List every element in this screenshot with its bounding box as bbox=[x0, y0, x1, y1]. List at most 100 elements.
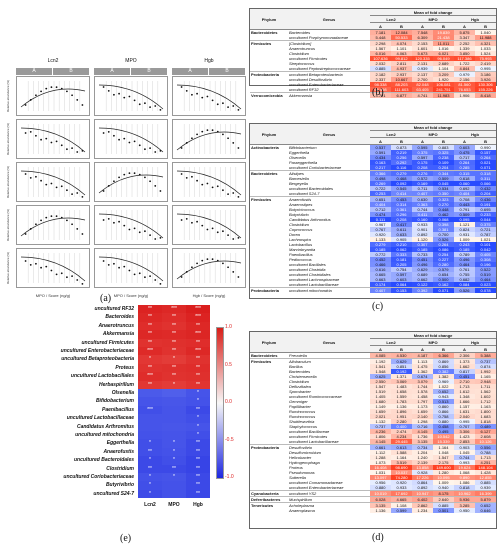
value-cell: 0.068 bbox=[433, 217, 454, 222]
value-cell: 0.071 bbox=[475, 165, 497, 171]
genus-cell: uncultured Desulfovibrio bbox=[289, 77, 332, 82]
genus-cell: Olsenella bbox=[289, 155, 306, 160]
heatmap-cell: ** bbox=[186, 464, 210, 473]
value-cell: 1.009 bbox=[454, 237, 475, 242]
value-cell: 0.662 bbox=[412, 277, 433, 282]
table-row: Butyricicoccus 0.712 0.361 0.744 0.448 0.791 0… bbox=[250, 207, 497, 212]
value-cell: 2.021 bbox=[370, 414, 391, 419]
value-cell: 4.321 bbox=[475, 40, 497, 46]
value-cell: 2.306 bbox=[454, 352, 475, 359]
value-cell: 1.149 bbox=[370, 404, 391, 409]
genus-cell: Ruminococcus bbox=[289, 414, 316, 419]
heatmap-cell: * bbox=[138, 355, 162, 364]
value-cell: 0.534 bbox=[433, 186, 454, 191]
data-point bbox=[133, 172, 136, 175]
value-cell: 1.234 bbox=[412, 508, 433, 513]
value-cell: 0.943 bbox=[433, 394, 454, 399]
heatmap-row-label: Herbaspirillum bbox=[98, 381, 134, 388]
value-cell: 0.405 bbox=[475, 252, 497, 257]
heatmap-cell: * bbox=[162, 456, 186, 465]
value-cell: 0.599 bbox=[391, 508, 412, 513]
data-point bbox=[60, 216, 63, 219]
value-cell: 0.318 bbox=[475, 170, 497, 176]
value-cell: 1.164 bbox=[391, 455, 412, 460]
value-cell: 0.613 bbox=[391, 444, 412, 450]
heatmap-cell: ** bbox=[138, 447, 162, 457]
data-point bbox=[191, 137, 193, 140]
value-cell: 0.466 bbox=[370, 262, 391, 267]
data-point bbox=[123, 265, 126, 268]
data-point bbox=[29, 99, 32, 101]
value-cell: 0.537 bbox=[370, 144, 391, 150]
value-cell: 10.095 bbox=[433, 475, 454, 480]
label-d: (d) bbox=[372, 532, 384, 543]
grid-column-header: Hgb bbox=[204, 58, 214, 64]
value-cell: 0.708 bbox=[454, 196, 475, 202]
data-point bbox=[66, 148, 68, 151]
table-row: Bacteroidetes Bacteroides 7.181 12.084 7.548… bbox=[250, 29, 497, 35]
data-point bbox=[232, 271, 235, 273]
data-point bbox=[196, 133, 198, 136]
group-header-row: Lcn2 MPO Hgb bbox=[250, 338, 497, 346]
data-point bbox=[144, 148, 146, 151]
value-cell: 0.880 bbox=[370, 485, 391, 491]
fit-curve bbox=[176, 213, 242, 239]
heatmap-cell: * bbox=[162, 439, 186, 448]
value-cell: 0.625 bbox=[370, 374, 391, 379]
value-cell: 1.405 bbox=[370, 394, 391, 399]
data-point bbox=[216, 103, 219, 106]
data-point bbox=[55, 86, 58, 89]
genus-header: Genus bbox=[288, 124, 370, 145]
value-cell: 0.652 bbox=[475, 502, 497, 508]
table-row: Bacteroidetes Alistipes 0.366 0.279 0.276 0.3… bbox=[250, 170, 497, 176]
data-point bbox=[138, 173, 141, 176]
subgroup-header: A bbox=[454, 137, 475, 145]
table-row: Anaeroplasma 1.136 0.599 1.234 0.501 0.950 0.6… bbox=[250, 508, 497, 513]
genus-cell: uncultured Bacillales bbox=[289, 262, 326, 267]
data-point bbox=[76, 192, 79, 194]
heatmap-cell: ** bbox=[162, 372, 186, 381]
value-cell: 2.862 bbox=[412, 502, 433, 508]
table-row: uncultured Lachnospiraceae 0.663 0.603 0.66… bbox=[250, 277, 497, 282]
value-cell: 1.048 bbox=[433, 450, 454, 455]
genus-cell: uncultured Coriobacteriaceae bbox=[289, 165, 342, 170]
value-cell: 1.104 bbox=[433, 66, 454, 72]
grid-column-header: Lcn2 bbox=[47, 58, 59, 64]
value-cell: 0.788 bbox=[475, 450, 497, 455]
genus-cell: Papillibacter bbox=[289, 404, 311, 409]
data-point bbox=[211, 227, 214, 230]
value-cell: 4.187 bbox=[412, 352, 433, 359]
genus-cell: Barnesiella bbox=[289, 176, 309, 181]
subgroup-header: B bbox=[391, 137, 412, 145]
data-point bbox=[227, 106, 229, 108]
heatmap-cell: ** bbox=[186, 481, 210, 490]
value-cell: 2.853 bbox=[454, 439, 475, 445]
data-point bbox=[206, 258, 209, 261]
value-cell: 0.414 bbox=[391, 191, 412, 197]
heatmap-cell: ** bbox=[138, 464, 162, 473]
value-cell: 0.296 bbox=[391, 212, 412, 217]
value-cell: 1.588 bbox=[391, 450, 412, 455]
value-cell: 0.629 bbox=[412, 267, 433, 272]
value-cell: 2.175 bbox=[433, 460, 454, 465]
genus-cell: uncultured Ruminococcaceae bbox=[289, 394, 342, 399]
genus-header: Genus bbox=[288, 9, 370, 30]
genus-cell: Anaeroplasma bbox=[289, 508, 315, 513]
fold-change-table: Phylum Genus Mean of fold change Lcn2 MPO Hgb… bbox=[250, 9, 497, 98]
table-row: Ruminococcus 2.021 1.951 2.140 0.758 2.040 1.6… bbox=[250, 414, 497, 419]
data-point bbox=[50, 86, 53, 89]
heatmap-cell: * bbox=[138, 489, 162, 499]
value-cell: 0.860 bbox=[433, 404, 454, 409]
data-point bbox=[71, 275, 73, 277]
table-row: Barnesiella 0.498 0.468 0.572 0.509 0.618 0.31… bbox=[250, 176, 497, 181]
value-cell: 1.164 bbox=[433, 444, 454, 450]
value-cell: 3.285 bbox=[454, 502, 475, 508]
value-cell: 1.524 bbox=[475, 51, 497, 56]
grid-column-header: MPO bbox=[125, 58, 137, 64]
data-point bbox=[185, 177, 188, 179]
table-row: Firmicutes Anaerofustis 0.651 0.453 0.630 0.3… bbox=[250, 196, 497, 202]
value-cell: 1.631 bbox=[454, 409, 475, 414]
data-point bbox=[76, 228, 79, 230]
heatmap-cell: * bbox=[186, 431, 210, 440]
heatmap-row-label: Bacteroides bbox=[105, 314, 134, 321]
